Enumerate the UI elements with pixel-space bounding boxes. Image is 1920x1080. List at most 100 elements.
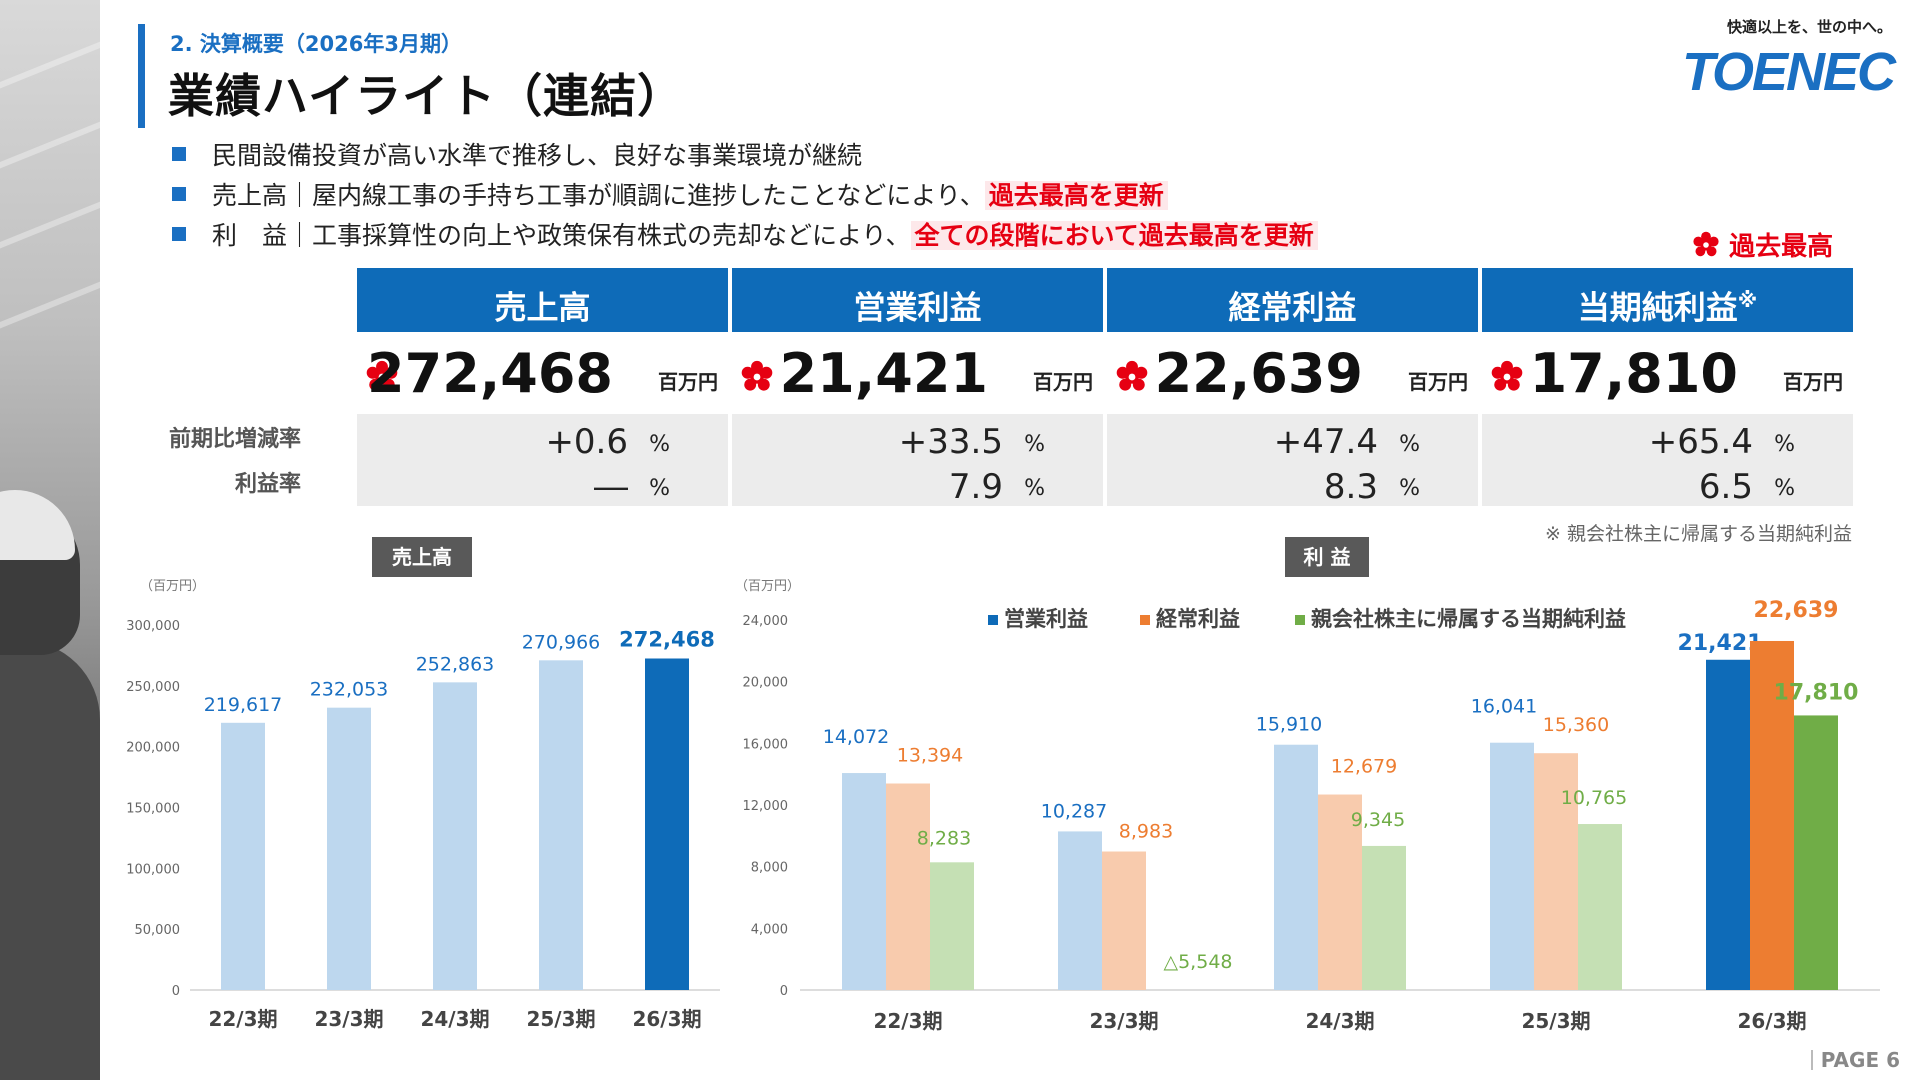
profit-chart: （百万円） 0 4,000 8,000 12,000 16,000 20,000 24,000… xyxy=(735,579,1880,1033)
y-tick-label: 200,000 xyxy=(126,741,180,756)
x-tick-label: 23/3期 xyxy=(314,1007,383,1031)
title-accent-bar xyxy=(138,24,145,128)
background-photo-strip xyxy=(0,0,100,1080)
sales-bar xyxy=(221,722,265,990)
profit-data-label: 15,910 xyxy=(1256,714,1322,736)
profit-bar xyxy=(1534,753,1578,990)
y-tick-label: 12,000 xyxy=(743,799,789,814)
kpi-footnote: ※ 親会社株主に帰属する当期純利益 xyxy=(1545,523,1852,545)
kpi-value-cell: 17,810 百万円 xyxy=(1482,332,1853,414)
kpi-margin: 8.3 xyxy=(1323,467,1378,507)
bullet-text: 民間設備投資が高い水準で推移し、良好な事業環境が継続 xyxy=(212,141,863,170)
page-number: PAGE 6 xyxy=(1810,1048,1900,1072)
company-logo: 快適以上を、世の中へ。 TOENEC xyxy=(1682,16,1896,116)
profit-bar xyxy=(1490,742,1534,990)
profit-data-label: 8,983 xyxy=(1119,821,1173,843)
kpi-yoy: +0.6 xyxy=(545,422,628,462)
kpi-value-cell: 21,421 百万円 xyxy=(732,332,1103,414)
y-tick-label: 20,000 xyxy=(743,676,789,691)
kpi-header: 営業利益 xyxy=(732,268,1103,332)
profit-bar xyxy=(930,862,974,990)
kpi-value: 22,639 xyxy=(1154,342,1363,405)
kpi-pct: % xyxy=(1024,432,1045,457)
x-tick-label: 26/3期 xyxy=(1737,1009,1806,1033)
y-tick-label: 250,000 xyxy=(126,680,180,695)
kpi-margin: ― xyxy=(594,467,628,507)
y-tick-label: 24,000 xyxy=(743,614,789,629)
kpi-value: 17,810 xyxy=(1529,342,1738,405)
kpi-value: 21,421 xyxy=(779,342,988,405)
sales-data-label: 252,863 xyxy=(416,653,495,675)
sales-data-label: 270,966 xyxy=(522,631,601,653)
kpi-pct: % xyxy=(1774,476,1795,501)
record-high-label: 過去最高 xyxy=(1729,232,1834,262)
profit-data-label: 8,283 xyxy=(917,827,971,849)
sales-bar xyxy=(327,707,371,990)
sales-chart: （百万円） 0 50,000 100,000 150,000 200,000 250,000… xyxy=(126,579,720,1031)
kpi-rates-cell: +65.4 % 6.5 % xyxy=(1482,414,1853,507)
profit-chart-title: 利 益 xyxy=(1285,537,1369,577)
legend-label: 経常利益 xyxy=(1156,607,1240,631)
record-flower-icon xyxy=(366,360,398,391)
kpi-pct: % xyxy=(1399,432,1420,457)
profit-bar xyxy=(1750,640,1794,990)
logo-wordmark: TOENEC xyxy=(1682,42,1896,102)
profit-bar xyxy=(886,783,930,990)
y-tick-label: 0 xyxy=(780,984,788,999)
record-flower-icon xyxy=(1491,360,1523,391)
sales-bar xyxy=(433,682,477,990)
y-tick-label: 300,000 xyxy=(126,619,180,634)
kpi-header: 経常利益 xyxy=(1107,268,1478,332)
y-tick-label: 150,000 xyxy=(126,802,180,817)
square-bullet-icon xyxy=(172,147,186,161)
sales-data-label: 272,468 xyxy=(619,627,715,651)
kpi-unit: 百万円 xyxy=(1033,370,1093,394)
kpi-rates-cell: +47.4 % 8.3 % xyxy=(1107,414,1478,507)
legend-swatch xyxy=(1140,615,1150,625)
profit-bar xyxy=(1102,851,1146,990)
profit-bar xyxy=(1318,794,1362,990)
x-tick-label: 24/3期 xyxy=(420,1007,489,1031)
y-tick-label: 100,000 xyxy=(126,862,180,877)
record-high-legend: 過去最高 xyxy=(1692,226,1833,263)
profit-bar xyxy=(1058,831,1102,990)
kpi-pct: % xyxy=(1774,432,1795,457)
y-tick-label: 50,000 xyxy=(135,923,181,938)
sales-chart-title: 売上高 xyxy=(372,537,472,577)
sales-bar xyxy=(539,660,583,990)
kpi-unit: 百万円 xyxy=(1408,370,1468,394)
x-tick-label: 24/3期 xyxy=(1305,1009,1374,1033)
square-bullet-icon xyxy=(172,187,186,201)
kpi-column-sales: 売上高 272,468 百万円 +0.6 % ― % xyxy=(357,268,728,507)
profit-data-label: △5,548 xyxy=(1163,951,1232,973)
logo-tagline: 快適以上を、世の中へ。 xyxy=(1726,18,1892,36)
bullet-highlight: 過去最高を更新 xyxy=(984,181,1168,210)
profit-bar xyxy=(1362,845,1406,990)
profit-data-label: 15,360 xyxy=(1543,714,1609,736)
legend-swatch xyxy=(1295,615,1305,625)
bullet-item: 利 益｜工事採算性の向上や政策保有株式の売却などにより、 全ての段階において過去最… xyxy=(172,216,1318,252)
legend-swatch xyxy=(988,615,998,625)
row-label-yoy: 前期比増減率 xyxy=(168,427,301,452)
y-tick-label: 4,000 xyxy=(751,922,788,937)
x-tick-label: 26/3期 xyxy=(632,1007,701,1031)
profit-data-label: 9,345 xyxy=(1351,809,1405,831)
row-label-margin: 利益率 xyxy=(234,472,301,497)
legend-label: 営業利益 xyxy=(1004,607,1088,631)
profit-data-label: 10,287 xyxy=(1041,800,1107,822)
bullet-text: 利 益｜工事採算性の向上や政策保有株式の売却などにより、 xyxy=(212,221,911,250)
profit-data-label: 21,421 xyxy=(1678,631,1763,656)
kpi-value-cell: 22,639 百万円 xyxy=(1107,332,1478,414)
profit-bar xyxy=(1794,715,1838,990)
sales-bar xyxy=(645,658,689,990)
kpi-unit: 百万円 xyxy=(1783,370,1843,394)
x-tick-label: 25/3期 xyxy=(526,1007,595,1031)
profit-data-label: 22,639 xyxy=(1754,598,1839,623)
x-tick-label: 22/3期 xyxy=(208,1007,277,1031)
kpi-pct: % xyxy=(1399,476,1420,501)
profit-data-label: 14,072 xyxy=(823,726,889,748)
profit-data-label: 13,394 xyxy=(897,745,963,767)
sales-data-label: 219,617 xyxy=(204,694,283,716)
page-title: 業績ハイライト（連結） xyxy=(168,69,685,123)
profit-bar xyxy=(1274,744,1318,990)
